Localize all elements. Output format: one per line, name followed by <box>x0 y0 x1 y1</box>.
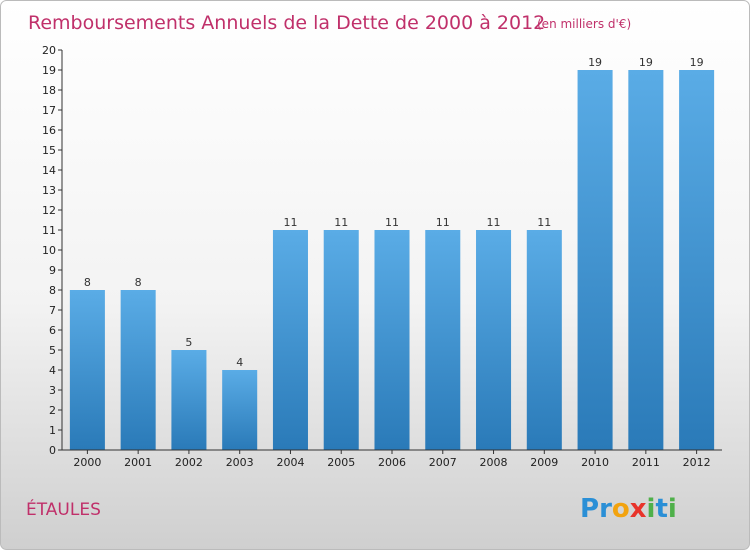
y-tick-label: 17 <box>42 104 56 117</box>
x-tick-label: 2009 <box>530 456 558 469</box>
bar-value-label: 5 <box>185 336 192 349</box>
chart-title: Remboursements Annuels de la Dette de 20… <box>28 12 545 34</box>
y-tick-label: 15 <box>42 144 56 157</box>
x-tick-label: 2007 <box>429 456 457 469</box>
bar <box>272 230 308 450</box>
bar-value-label: 11 <box>385 216 399 229</box>
logo-letter: x <box>630 494 647 524</box>
bar-value-label: 19 <box>588 56 602 69</box>
y-tick-label: 5 <box>49 344 56 357</box>
y-tick-label: 8 <box>49 284 56 297</box>
y-tick-label: 19 <box>42 64 56 77</box>
bar-value-label: 4 <box>236 356 243 369</box>
logo-letter: r <box>599 494 612 524</box>
y-tick-label: 3 <box>49 384 56 397</box>
y-tick-label: 7 <box>49 304 56 317</box>
y-tick-label: 13 <box>42 184 56 197</box>
x-tick-label: 2000 <box>73 456 101 469</box>
y-tick-label: 14 <box>42 164 56 177</box>
bar <box>577 70 613 450</box>
x-tick-label: 2012 <box>683 456 711 469</box>
bar-value-label: 11 <box>487 216 501 229</box>
y-tick-label: 11 <box>42 224 56 237</box>
bar-value-label: 8 <box>84 276 91 289</box>
x-tick-label: 2005 <box>327 456 355 469</box>
logo-letter: t <box>655 494 667 524</box>
y-tick-label: 4 <box>49 364 56 377</box>
bar-value-label: 11 <box>537 216 551 229</box>
bar <box>425 230 461 450</box>
bar-value-label: 11 <box>436 216 450 229</box>
y-tick-label: 2 <box>49 404 56 417</box>
bar <box>323 230 359 450</box>
y-tick-label: 12 <box>42 204 56 217</box>
x-tick-label: 2003 <box>226 456 254 469</box>
logo-letter: i <box>647 494 656 524</box>
logo-letter: i <box>668 494 677 524</box>
bar-value-label: 11 <box>334 216 348 229</box>
bar-value-label: 11 <box>283 216 297 229</box>
x-axis: 2000 2001 2002 2003 2004 2005 2006 2007 2008 2009… <box>62 449 722 469</box>
bar-value-label: 8 <box>135 276 142 289</box>
logo-letter: P <box>580 494 599 524</box>
bar <box>628 70 664 450</box>
y-tick-label: 20 <box>42 44 56 57</box>
logo-letter: o <box>612 494 630 524</box>
commune-name: ÉTAULES <box>26 498 101 520</box>
bar <box>476 230 512 450</box>
y-tick-label: 1 <box>49 424 56 437</box>
y-tick-label: 10 <box>42 244 56 257</box>
chart-subtitle: (en milliers d'€) <box>537 17 631 31</box>
bar-value-label: 19 <box>639 56 653 69</box>
x-tick-label: 2008 <box>480 456 508 469</box>
bar-value-label: 19 <box>690 56 704 69</box>
proxiti-logo: Proxiti <box>580 494 677 524</box>
y-tick-label: 16 <box>42 124 56 137</box>
bar <box>679 70 715 450</box>
y-tick-label: 6 <box>49 324 56 337</box>
bar <box>171 350 207 450</box>
y-tick-label: 18 <box>42 84 56 97</box>
x-tick-label: 2004 <box>276 456 304 469</box>
bars-group: 8 8 5 4 11 11 11 11 11 11 19 19 19 <box>69 56 715 450</box>
x-tick-label: 2006 <box>378 456 406 469</box>
bar <box>120 290 156 450</box>
bar <box>69 290 105 450</box>
y-tick-label: 9 <box>49 264 56 277</box>
bar <box>222 370 258 450</box>
y-tick-label: 0 <box>49 444 56 457</box>
x-tick-label: 2002 <box>175 456 203 469</box>
x-tick-label: 2010 <box>581 456 609 469</box>
x-tick-label: 2001 <box>124 456 152 469</box>
bar <box>374 230 410 450</box>
bar <box>526 230 562 450</box>
x-tick-label: 2011 <box>632 456 660 469</box>
